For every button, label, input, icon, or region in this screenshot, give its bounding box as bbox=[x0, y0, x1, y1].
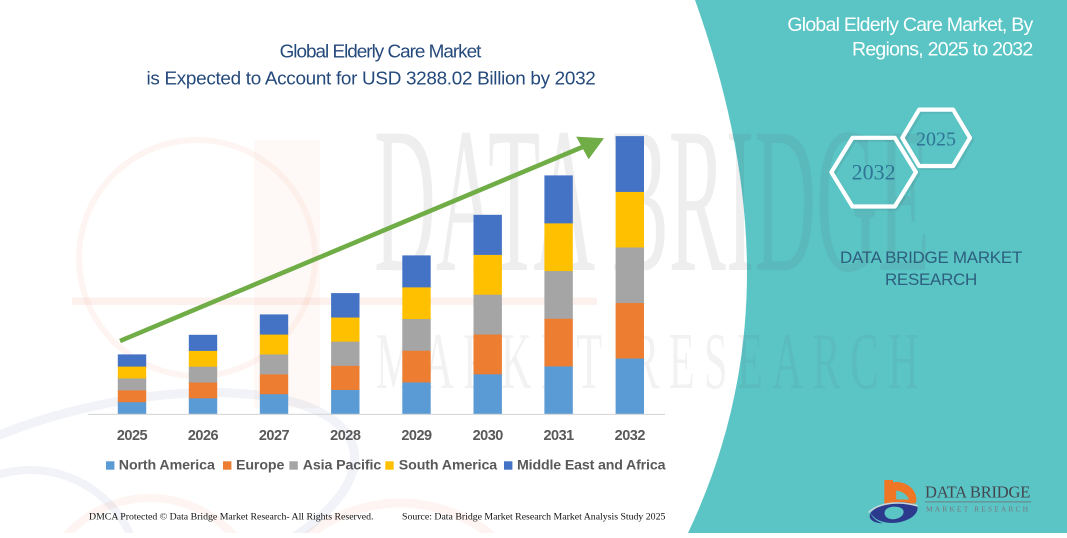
svg-text:DATA BRIDGE MARKET: DATA BRIDGE MARKET bbox=[840, 248, 1022, 267]
svg-text:DMCA Protected © Data Bridge M: DMCA Protected © Data Bridge Market Rese… bbox=[89, 512, 373, 523]
svg-text:DATA BRIDGE: DATA BRIDGE bbox=[925, 483, 1030, 502]
svg-text:2025: 2025 bbox=[117, 428, 148, 444]
svg-text:RESEARCH: RESEARCH bbox=[885, 270, 977, 289]
svg-text:2025: 2025 bbox=[916, 129, 956, 151]
svg-text:2030: 2030 bbox=[473, 428, 504, 444]
svg-text:South America: South America bbox=[399, 458, 498, 474]
svg-text:2027: 2027 bbox=[259, 428, 290, 444]
svg-text:2032: 2032 bbox=[852, 160, 896, 185]
svg-text:2026: 2026 bbox=[188, 428, 219, 444]
svg-text:Middle East and Africa: Middle East and Africa bbox=[517, 458, 666, 474]
svg-text:2031: 2031 bbox=[543, 428, 574, 444]
svg-text:Europe: Europe bbox=[236, 458, 284, 474]
svg-text:2029: 2029 bbox=[401, 428, 432, 444]
svg-text:MARKET RESEARCH: MARKET RESEARCH bbox=[376, 318, 928, 406]
svg-text:2032: 2032 bbox=[615, 428, 646, 444]
svg-text:2028: 2028 bbox=[330, 428, 361, 444]
svg-text:Global Elderly Care Market, By: Global Elderly Care Market, By bbox=[787, 14, 1033, 36]
svg-text:DATA BRIDGE: DATA BRIDGE bbox=[374, 85, 930, 315]
svg-text:Asia Pacific: Asia Pacific bbox=[303, 458, 382, 474]
svg-text:is Expected to Account for USD: is Expected to Account for USD 3288.02 B… bbox=[146, 69, 595, 90]
svg-text:Source: Data Bridge Market Res: Source: Data Bridge Market Research Mark… bbox=[402, 512, 665, 523]
svg-text:Global Elderly Care Market: Global Elderly Care Market bbox=[280, 42, 483, 63]
svg-text:MARKET RESEARCH: MARKET RESEARCH bbox=[926, 505, 1030, 514]
svg-text:Regions, 2025 to 2032: Regions, 2025 to 2032 bbox=[852, 39, 1033, 61]
svg-text:North America: North America bbox=[119, 458, 215, 474]
